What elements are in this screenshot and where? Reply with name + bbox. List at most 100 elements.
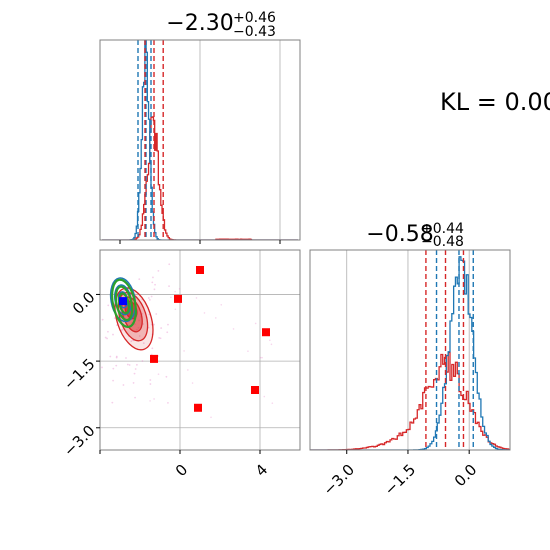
sample-dot bbox=[149, 379, 152, 381]
sample-dot bbox=[158, 336, 161, 339]
quantile-lines-param-2 bbox=[425, 250, 474, 450]
sample-dot bbox=[113, 317, 116, 320]
sample-dot bbox=[128, 364, 131, 366]
x-tick-label: 0 bbox=[172, 461, 191, 480]
joint-panel: 0 4 0.0 −1.5 −3.0 bbox=[60, 249, 301, 480]
sample-dot bbox=[170, 296, 172, 299]
sample-dot bbox=[220, 303, 223, 306]
sample-dot bbox=[155, 313, 158, 315]
sample-dot bbox=[203, 312, 206, 314]
sample-dot bbox=[153, 323, 155, 326]
sample-dot bbox=[183, 350, 185, 352]
panel-2-ticks: −3.0 −1.5 0.0 bbox=[320, 450, 480, 499]
sample-dot bbox=[141, 360, 144, 362]
x-tick-label: 4 bbox=[252, 461, 271, 480]
sample-dot bbox=[137, 326, 140, 329]
panel-3-frame bbox=[99, 249, 301, 451]
sample-dot bbox=[270, 343, 273, 346]
title-param-1: −2.30 bbox=[166, 11, 233, 36]
title-param-1-lower: −0.43 bbox=[233, 24, 276, 40]
sample-dot bbox=[167, 402, 169, 404]
sample-dot bbox=[174, 308, 177, 311]
sample-dot bbox=[106, 337, 108, 340]
red-square-marker bbox=[251, 386, 259, 394]
marginal-panel-param-1: −2.30 +0.46 −0.43 bbox=[99, 10, 301, 244]
histogram-red-param-1 bbox=[102, 116, 298, 240]
sample-dot bbox=[115, 356, 118, 359]
marginal-panel-param-2: −3.0 −1.5 0.0 −0.58 +0.44 −0.48 bbox=[309, 221, 511, 499]
histogram-blue-param-1 bbox=[102, 40, 298, 240]
sample-dot bbox=[138, 319, 140, 322]
sample-dot bbox=[111, 401, 114, 404]
sample-dot bbox=[157, 373, 160, 375]
sample-dot bbox=[159, 337, 162, 340]
sample-dot bbox=[104, 336, 107, 339]
sample-dot bbox=[112, 367, 115, 370]
sample-dot bbox=[126, 363, 129, 366]
sample-dot bbox=[178, 288, 181, 290]
panel-3-ticks: 0 4 0.0 −1.5 −3.0 bbox=[60, 288, 271, 480]
sample-dot bbox=[261, 356, 263, 359]
sample-dot bbox=[150, 353, 153, 356]
sample-dot bbox=[101, 318, 104, 321]
sample-dot bbox=[135, 328, 138, 331]
sample-dot bbox=[195, 297, 198, 299]
red-square-marker bbox=[194, 403, 202, 412]
sample-dot bbox=[153, 398, 155, 400]
sample-dot bbox=[123, 289, 126, 292]
sample-dot bbox=[112, 333, 114, 336]
sample-dot bbox=[134, 323, 136, 326]
y-tick-label: −3.0 bbox=[60, 422, 98, 460]
sample-dot bbox=[165, 375, 168, 378]
sample-dot bbox=[167, 323, 169, 326]
title-param-2-value: −0.58 bbox=[366, 222, 433, 247]
sample-dot bbox=[259, 356, 262, 359]
kl-annotation: KL = 0.00 bbox=[440, 88, 550, 116]
sample-dot bbox=[210, 416, 212, 419]
sample-dot bbox=[166, 331, 169, 334]
sample-dot bbox=[157, 269, 160, 272]
title-param-2-upper: +0.44 bbox=[421, 221, 464, 237]
histogram-red-param-2 bbox=[310, 351, 510, 450]
sample-dot bbox=[134, 368, 137, 370]
y-tick-label: −1.5 bbox=[60, 355, 98, 393]
blue-square-marker bbox=[119, 297, 127, 306]
sample-dot bbox=[138, 278, 141, 281]
sample-dot bbox=[133, 372, 136, 375]
sample-dot bbox=[130, 340, 133, 343]
sample-dot bbox=[134, 396, 136, 399]
sample-dot bbox=[191, 382, 194, 384]
histogram-blue-param-2 bbox=[310, 256, 510, 450]
title-param-1-value: −2.30 bbox=[166, 11, 233, 36]
x-tick-label: −1.5 bbox=[381, 461, 419, 499]
sample-dot bbox=[174, 290, 176, 293]
panel-2-frame bbox=[309, 249, 511, 451]
sample-dot bbox=[109, 355, 112, 358]
title-param-2-lower: −0.48 bbox=[421, 234, 464, 250]
sample-dot bbox=[254, 322, 257, 325]
scatter-sample-dots bbox=[100, 263, 274, 419]
sample-dot bbox=[147, 297, 150, 299]
sample-dot bbox=[151, 347, 154, 350]
sample-dot bbox=[125, 357, 127, 359]
panel-1-ticks bbox=[119, 240, 281, 244]
sample-dot bbox=[151, 281, 154, 284]
sample-dot bbox=[160, 327, 163, 329]
sample-dot bbox=[232, 328, 235, 330]
sample-dot bbox=[122, 384, 125, 386]
sample-dot bbox=[149, 400, 151, 402]
sample-dot bbox=[271, 402, 274, 404]
sample-dot bbox=[101, 366, 103, 369]
red-square-marker bbox=[174, 294, 182, 303]
red-square-marker bbox=[196, 266, 204, 274]
sample-dot bbox=[153, 288, 156, 291]
sample-dot bbox=[112, 379, 115, 382]
square-markers bbox=[119, 266, 270, 412]
sample-dot bbox=[132, 382, 135, 384]
green-contour bbox=[114, 285, 134, 322]
sample-dot bbox=[187, 369, 189, 371]
title-param-2: −0.58 bbox=[366, 222, 433, 247]
x-tick-label: −3.0 bbox=[320, 461, 358, 499]
y-tick-label: 0.0 bbox=[69, 288, 99, 318]
